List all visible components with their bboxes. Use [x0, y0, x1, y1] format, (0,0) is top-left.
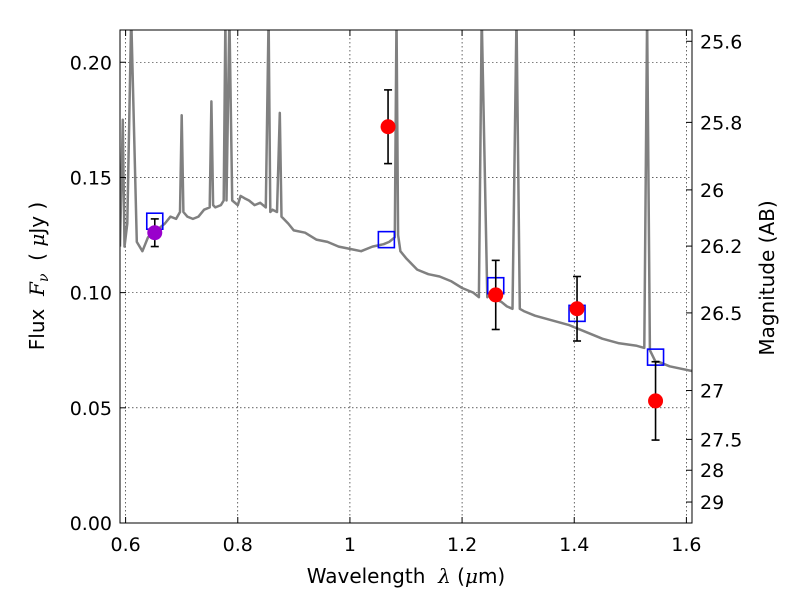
y2-tick-label: 27	[700, 381, 724, 403]
x-axis-label: Wavelength λ (μm)	[307, 564, 506, 588]
y-axis-label-symbol: F	[25, 281, 49, 297]
y2-tick-label: 26.2	[700, 236, 742, 258]
x-axis-label-open: (	[451, 564, 465, 588]
y-tick-label: 0.05	[70, 398, 112, 420]
y-axis-label-open: (	[25, 247, 49, 274]
observed-point	[488, 287, 504, 303]
y2-tick-label: 25.6	[700, 31, 742, 53]
x-tick-label: 1	[344, 534, 356, 556]
y-axis-label-subscript: ν	[36, 273, 52, 282]
y-axis-label: Flux Fν ( μJy )	[25, 202, 52, 350]
y2-tick-label: 27.5	[700, 429, 742, 451]
data-layer	[120, 30, 692, 441]
y2-tick-label: 29	[700, 492, 724, 514]
axes: 0.6 0.8 1 1.2 1.4 1.6 0.00 0.05 0.10 0.15 0.20 25.6…	[70, 30, 742, 556]
y-axis-label-unit: Jy )	[25, 202, 49, 236]
x-tick-label: 1.6	[671, 534, 701, 556]
y-tick-label: 0.15	[70, 167, 112, 189]
x-axis-label-mu: μ	[465, 564, 478, 588]
y-axis-label-mu: μ	[25, 234, 49, 247]
y2-tick-label: 26	[700, 180, 724, 202]
y-tick-label: 0.20	[70, 52, 112, 74]
x-tick-label: 0.6	[110, 534, 140, 556]
observed-point	[380, 119, 396, 135]
y-tick-label: 0.00	[70, 513, 112, 535]
y2-tick-label: 26.5	[700, 303, 742, 325]
x-axis-label-symbol: λ	[437, 564, 451, 588]
y-tick-label: 0.10	[70, 283, 112, 305]
spectrum-line	[120, 30, 692, 373]
x-tick-label: 1.2	[447, 534, 477, 556]
observed-point	[147, 225, 163, 241]
y2-tick-label: 28	[700, 460, 724, 482]
y-axis-label-prefix: Flux	[25, 296, 49, 350]
observed-point	[648, 393, 664, 409]
observed-point	[569, 301, 585, 317]
x-axis-label-unit: m)	[478, 564, 505, 588]
model-photometry-square	[377, 230, 396, 249]
x-tick-label: 0.8	[223, 534, 253, 556]
plot-frame	[119, 29, 693, 524]
plot-area-background	[120, 30, 692, 523]
x-axis-label-prefix: Wavelength	[307, 564, 438, 588]
x-tick-label: 1.4	[559, 534, 589, 556]
y2-tick-label: 25.8	[700, 112, 742, 134]
y2-axis-label: Magnitude (AB)	[755, 200, 779, 355]
